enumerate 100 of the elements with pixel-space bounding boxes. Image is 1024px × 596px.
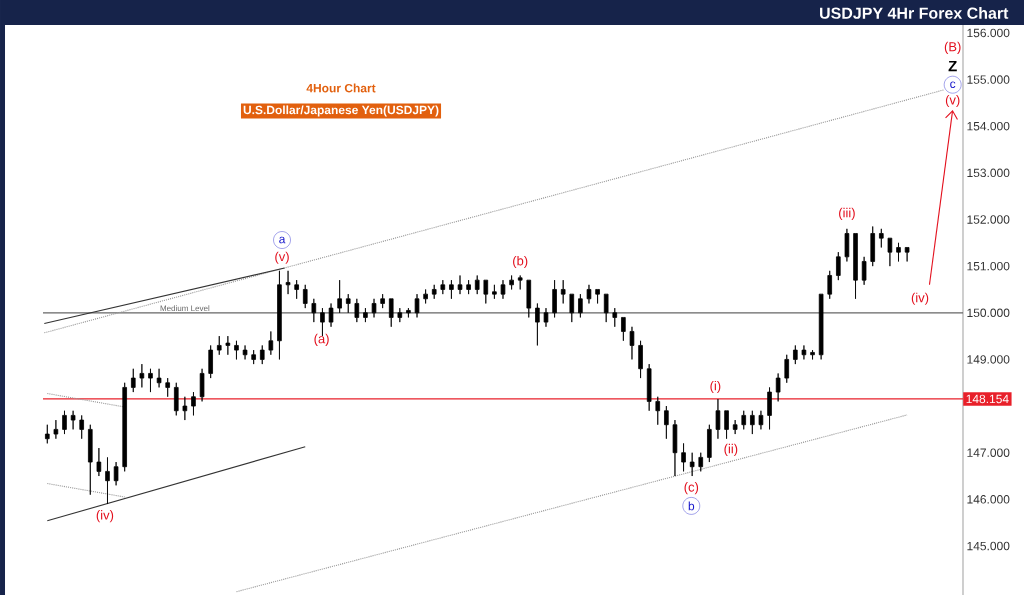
candlestick (191, 391, 196, 416)
y-tick-label: 156.000 (967, 28, 1010, 38)
annotation: (v) (275, 251, 289, 264)
candlestick (896, 242, 901, 262)
candlestick (113, 461, 119, 486)
annotation: (ii) (724, 443, 738, 457)
annotation: (i) (710, 381, 721, 394)
candlestick (793, 345, 798, 365)
candlestick (767, 387, 772, 430)
candlestick (277, 270, 282, 360)
annotation: U.S.Dollar/Japanese Yen(USDJPY) (243, 105, 439, 117)
candlestick (578, 293, 583, 318)
candlestick (535, 303, 540, 346)
candlestick (88, 424, 93, 496)
candlestick (156, 368, 162, 388)
candlestick (629, 326, 635, 360)
candlestick (612, 307, 618, 328)
candlestick (431, 284, 437, 300)
y-tick-label: 151.000 (967, 262, 1010, 271)
candlestick (70, 410, 76, 430)
annotation: (iii) (839, 207, 855, 221)
candlestick (560, 279, 566, 304)
candlestick (672, 419, 678, 477)
candlestick (251, 349, 256, 365)
y-tick-label: 152.000 (967, 215, 1010, 224)
candlestick (130, 368, 136, 393)
annotation: (a) (314, 333, 329, 347)
candlestick (199, 368, 205, 402)
candlestick (466, 279, 471, 295)
candlestick (492, 284, 497, 300)
candlestick (268, 331, 274, 356)
ref-line-label: Medium Level (160, 305, 210, 312)
candlestick (724, 410, 729, 440)
candlestick (259, 345, 265, 365)
candlestick (526, 279, 532, 318)
candlestick (62, 410, 67, 435)
candlestick (818, 293, 824, 360)
candlestick (53, 419, 59, 440)
candlestick (483, 279, 489, 304)
candlestick (148, 368, 153, 393)
candlestick (354, 298, 360, 323)
candlestick (681, 443, 686, 472)
candlestick (406, 307, 411, 318)
candlestick (242, 345, 248, 360)
candlestick (96, 447, 102, 477)
candlestick (234, 340, 239, 360)
candlestick (397, 307, 403, 323)
candlestick (216, 335, 222, 356)
text: (v) (945, 95, 960, 108)
candlestick (853, 233, 858, 300)
chart-title: USDJPY 4Hr Forex Chart (820, 7, 1009, 19)
y-tick-label: 153.000 (967, 168, 1010, 178)
candlestick (732, 419, 738, 435)
candlestick (879, 228, 884, 249)
annotation: (b) (513, 256, 528, 269)
text: (iv) (911, 292, 929, 305)
candlestick (79, 415, 84, 440)
candlestick (285, 270, 291, 295)
candlestick (664, 405, 669, 440)
candlestick (294, 279, 299, 300)
candlestick (569, 293, 575, 323)
candlestick (595, 289, 600, 304)
candlestick (182, 396, 188, 421)
text: 4Hour Chart (306, 83, 376, 93)
candlestick (741, 410, 747, 430)
candlestick (449, 279, 454, 300)
candlestick (715, 398, 721, 440)
candlestick (836, 251, 841, 281)
y-tick-label: 145.000 (967, 541, 1010, 551)
candlestick (414, 293, 420, 318)
candlestick (208, 345, 213, 379)
candlestick (638, 340, 643, 379)
candlestick (165, 377, 170, 398)
y-tick-label: 154.000 (967, 122, 1010, 131)
candlestick (801, 345, 807, 360)
candlestick (440, 279, 446, 295)
candlestick (750, 410, 755, 435)
candlestick (371, 298, 377, 318)
candlestick (302, 284, 308, 309)
annotation: (iv) (96, 510, 114, 523)
candlestick (363, 307, 368, 323)
candlestick (543, 307, 549, 328)
candlestick (646, 363, 652, 412)
candlestick (827, 270, 833, 300)
candlestick (105, 457, 110, 505)
y-tick-label: 155.000 (967, 75, 1010, 84)
text: (B) (944, 41, 961, 55)
candlestick (655, 396, 661, 426)
candlestick (707, 424, 712, 463)
candlestick (870, 226, 876, 267)
candlestick (423, 289, 428, 304)
candlestick (775, 373, 781, 402)
annotation: a (279, 236, 286, 244)
candlestick (380, 293, 385, 309)
candlestick (904, 247, 910, 262)
candlestick (345, 293, 351, 314)
candlestick (621, 317, 626, 342)
candlestick (328, 303, 334, 328)
candlestick (552, 279, 557, 318)
y-tick-label: 147.000 (967, 448, 1010, 458)
